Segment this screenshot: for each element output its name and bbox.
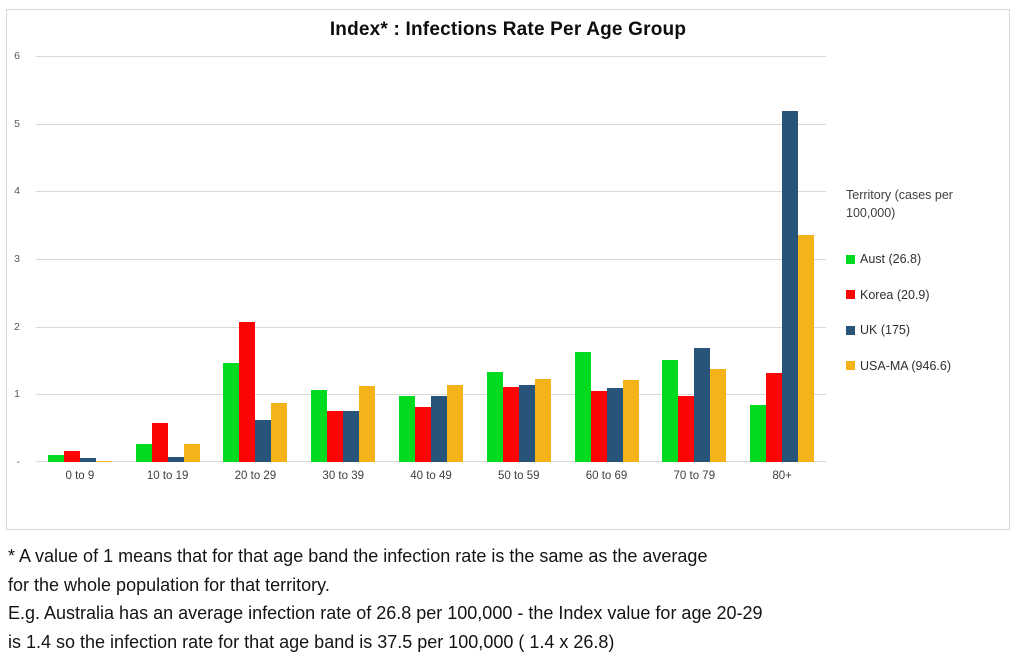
bar-aust-60-to-69: [574, 352, 591, 462]
bar-aust-80+: [750, 405, 767, 462]
bar-korea-70-to-79: [678, 396, 695, 462]
x-axis-tick-label: 30 to 39: [322, 470, 364, 482]
bar-usa-ma-30-to-39: [359, 386, 376, 462]
gridline-y2: [36, 327, 826, 328]
bar-usa-ma-50-to-59: [534, 379, 551, 462]
x-axis-tick-label: 60 to 69: [585, 470, 628, 482]
bar-group-0-to-9: [36, 56, 124, 462]
bar-korea-20-to-29: [239, 322, 256, 462]
plot-area: [36, 56, 826, 462]
bar-uk-20-to-29: [255, 420, 272, 462]
footnote-line-4: is 1.4 so the infection rate for that ag…: [8, 631, 615, 652]
bar-group-70-to-79: [650, 56, 738, 462]
bar-korea-40-to-49: [414, 407, 431, 462]
bar-usa-ma-70-to-79: [710, 369, 727, 462]
bar-uk-70-to-79: [694, 348, 711, 462]
bar-aust-40-to-49: [398, 396, 415, 462]
x-axis-tick-label: 40 to 49: [410, 470, 452, 482]
legend-swatch-icon: [846, 325, 855, 335]
bar-aust-30-to-39: [311, 390, 328, 462]
bar-aust-10-to-19: [135, 444, 152, 462]
legend-item-usa-ma: USA-MA (946.6): [846, 359, 951, 373]
legend-items: Aust (26.8) Korea (20.9) UK (175) USA-MA (9…: [846, 252, 951, 394]
bar-usa-ma-80+: [798, 235, 815, 462]
legend-title: Territory (cases per 100,000): [846, 188, 953, 220]
legend-item-label: Aust (26.8): [860, 252, 922, 266]
bar-korea-0-to-9: [63, 451, 80, 462]
footnote: * A value of 1 means that for that age b…: [8, 542, 1008, 656]
legend-swatch-icon: [846, 290, 855, 299]
x-axis-tick-label: 70 to 79: [673, 470, 716, 482]
y-axis-tick-label: 2: [14, 321, 20, 333]
y-axis-tick-label: 3: [14, 253, 20, 265]
gridline-y5: [36, 124, 826, 125]
bar-uk-0-to-9: [79, 458, 96, 462]
bar-korea-30-to-39: [327, 411, 344, 462]
gridline-y3: [36, 259, 826, 260]
bar-aust-70-to-79: [662, 360, 679, 462]
legend-item-label: USA-MA (946.6): [860, 358, 952, 373]
bar-usa-ma-20-to-29: [271, 403, 288, 462]
footnote-line-2: for the whole population for that territ…: [8, 574, 330, 595]
legend-item-label: Korea (20.9): [860, 287, 930, 302]
x-axis-tick-label: 10 to 19: [146, 470, 189, 482]
legend: Territory (cases per 100,000) Aust (26.8…: [846, 187, 1006, 373]
x-axis-tick-label: 80+: [772, 470, 792, 482]
y-axis-tick-label: 5: [14, 118, 20, 130]
bar-uk-40-to-49: [430, 396, 447, 462]
bar-group-20-to-29: [212, 56, 300, 462]
bar-usa-ma-0-to-9: [95, 461, 112, 462]
gridline-y1: [36, 394, 826, 395]
bar-group-80+: [738, 56, 826, 462]
bar-uk-80+: [782, 111, 799, 462]
bar-korea-80+: [766, 373, 783, 462]
bar-uk-30-to-39: [343, 411, 360, 462]
bar-aust-20-to-29: [223, 363, 240, 462]
legend-swatch-icon: [846, 361, 855, 370]
bar-group-50-to-59: [475, 56, 563, 462]
x-axis-tick-label: 0 to 9: [65, 470, 95, 482]
bar-group-30-to-39: [299, 56, 387, 462]
bar-uk-60-to-69: [606, 388, 623, 462]
bar-group-40-to-49: [387, 56, 475, 462]
y-axis-tick-label: 4: [14, 185, 20, 197]
footnote-line-1: * A value of 1 means that for that age b…: [8, 546, 708, 566]
gridline-y4: [36, 191, 826, 192]
y-axis-tick-label: 1: [14, 388, 20, 400]
bar-uk-50-to-59: [518, 385, 535, 462]
bar-korea-50-to-59: [502, 387, 519, 462]
y-axis-tick-label: -: [16, 456, 21, 468]
legend-item-uk: UK (175): [846, 323, 951, 337]
footnote-line-3: E.g. Australia has an average infection …: [8, 603, 763, 623]
bar-korea-60-to-69: [590, 391, 607, 462]
bar-korea-10-to-19: [151, 423, 168, 462]
gridline-y6: [36, 56, 826, 57]
bar-usa-ma-10-to-19: [183, 444, 200, 462]
x-axis-tick-label: 50 to 59: [497, 470, 540, 482]
x-axis-tick-label: 20 to 29: [234, 470, 277, 482]
bar-group-10-to-19: [124, 56, 212, 462]
legend-item-korea: Korea (20.9): [846, 288, 951, 302]
legend-item-label: UK (175): [860, 323, 911, 337]
bar-usa-ma-40-to-49: [446, 385, 463, 462]
bar-uk-10-to-19: [167, 457, 184, 462]
bar-usa-ma-60-to-69: [622, 380, 639, 462]
bar-group-60-to-69: [563, 56, 651, 462]
legend-item-aust: Aust (26.8): [846, 252, 951, 266]
bar-aust-50-to-59: [486, 372, 503, 462]
y-axis-tick-label: 6: [14, 50, 20, 62]
chart-title: Index* : Infections Rate Per Age Group: [329, 19, 687, 40]
legend-swatch-icon: [846, 254, 855, 264]
bar-aust-0-to-9: [47, 455, 64, 462]
chart-frame: Index* : Infections Rate Per Age Group T…: [6, 9, 1010, 530]
